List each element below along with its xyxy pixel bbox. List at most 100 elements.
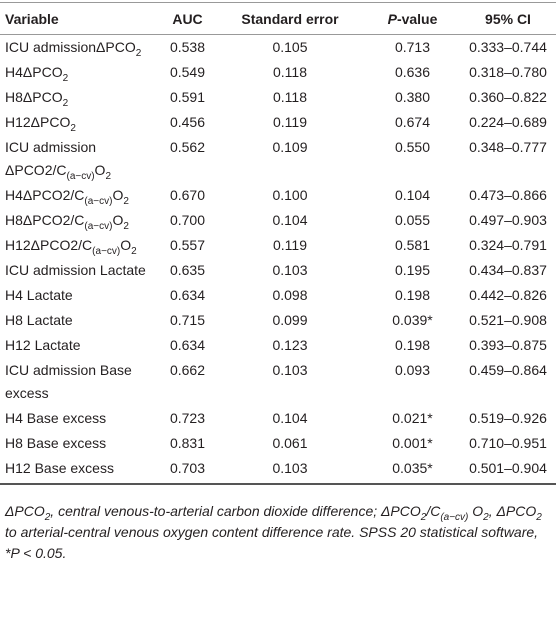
variable-cell: H8ΔPCO2/C(a−cv)O2: [0, 208, 160, 233]
subscript: 2: [420, 511, 427, 523]
value-cell: 0.703: [169, 460, 206, 476]
text: H8ΔPCO: [5, 89, 63, 105]
subscript: (a−cv): [84, 195, 113, 207]
value-cell: 0.549: [169, 64, 206, 80]
subscript: 2: [483, 511, 489, 523]
subscript: 2: [62, 97, 69, 109]
column-header: P-value: [365, 2, 460, 35]
text: H8 Lactate: [5, 312, 73, 328]
text: 95% CI: [485, 10, 531, 27]
italic: P: [387, 10, 397, 27]
value-cell: 0.634: [169, 287, 206, 303]
value-cell: 0.103: [272, 362, 308, 378]
value-cell: 0.662: [169, 362, 206, 378]
results-table: Variable AUC Standard error P-value 95% CI I…: [0, 2, 556, 485]
column-header: 95% CI: [460, 2, 556, 35]
table-row: H12ΔPCO2/C(a−cv)O2 0.557 0.119 0.581 0.324–0…: [0, 233, 556, 258]
value-cell: 0.001*: [392, 435, 433, 451]
value-cell: 0.674: [394, 114, 431, 130]
variable-cell: H8 Base excess: [0, 431, 160, 456]
value-cell: 0.442–0.826: [469, 287, 547, 303]
table-row: H8ΔPCO2/C(a−cv)O2 0.700 0.104 0.055 0.497–0.…: [0, 208, 556, 233]
variable-cell: H4 Lactate: [0, 283, 160, 308]
subscript: 2: [105, 170, 111, 182]
value-cell: 0.104: [272, 212, 308, 228]
table-row: ICU admission Base excess 0.662 0.103 0.093…: [0, 358, 556, 406]
value-cell: 0.055: [394, 212, 431, 228]
table-body: ICU admissionΔPCO2 0.538 0.105 0.713 0.333–0…: [0, 35, 556, 485]
value-cell: 0.670: [169, 187, 206, 203]
value-cell: 0.723: [169, 410, 206, 426]
table-row: H4ΔPCO2 0.549 0.118 0.636 0.318–0.780: [0, 60, 556, 85]
value-cell: 0.348–0.777: [469, 139, 547, 155]
variable-cell: H12 Base excess: [0, 456, 160, 484]
column-header: AUC: [160, 2, 215, 35]
table-row: ICU admission ΔPCO2/C(a−cv)O2 0.562 0.109 0…: [0, 135, 556, 183]
table-row: H12 Lactate 0.634 0.123 0.198 0.393–0.875: [0, 333, 556, 358]
table-row: H4 Lactate 0.634 0.098 0.198 0.442–0.826: [0, 283, 556, 308]
value-cell: 0.035*: [392, 460, 433, 476]
text: ICU admission ΔPCO2/C: [5, 139, 97, 178]
value-cell: 0.473–0.866: [469, 187, 547, 203]
variable-cell: H4 Base excess: [0, 406, 160, 431]
text: H12ΔPCO: [5, 114, 71, 130]
value-cell: 0.098: [272, 287, 308, 303]
value-cell: 0.831: [169, 435, 206, 451]
table-row: H8 Lactate 0.715 0.099 0.039* 0.521–0.908: [0, 308, 556, 333]
value-cell: 0.519–0.926: [469, 410, 547, 426]
value-cell: 0.713: [394, 39, 431, 55]
table-row: H12ΔPCO2 0.456 0.119 0.674 0.224–0.689: [0, 110, 556, 135]
value-cell: 0.434–0.837: [469, 262, 547, 278]
value-cell: 0.093: [394, 362, 431, 378]
subscript: (a−cv): [84, 220, 113, 232]
value-cell: 0.634: [169, 337, 206, 353]
text: ICU admission Base excess: [5, 362, 132, 401]
value-cell: 0.061: [272, 435, 308, 451]
value-cell: 0.456: [169, 114, 206, 130]
variable-cell: H4ΔPCO2: [0, 60, 160, 85]
header-row: Variable AUC Standard error P-value 95% CI: [0, 2, 556, 35]
value-cell: 0.636: [394, 64, 431, 80]
value-cell: 0.195: [394, 262, 431, 278]
text: , central venous-to-arterial carbon diox…: [50, 503, 421, 519]
value-cell: 0.562: [169, 139, 206, 155]
value-cell: 0.104: [394, 187, 431, 203]
variable-cell: H4ΔPCO2/C(a−cv)O2: [0, 183, 160, 208]
variable-cell: ICU admissionΔPCO2: [0, 35, 160, 61]
text: H4ΔPCO2/C: [5, 187, 85, 203]
variable-cell: H8ΔPCO2: [0, 85, 160, 110]
value-cell: 0.521–0.908: [469, 312, 547, 328]
text: H4 Lactate: [5, 287, 73, 303]
value-cell: 0.550: [394, 139, 431, 155]
table-row: H4ΔPCO2/C(a−cv)O2 0.670 0.100 0.104 0.473–0.…: [0, 183, 556, 208]
text: H8 Base excess: [5, 435, 107, 451]
value-cell: 0.324–0.791: [469, 237, 547, 253]
variable-cell: ICU admission Lactate: [0, 258, 160, 283]
variable-cell: H12ΔPCO2: [0, 110, 160, 135]
value-cell: 0.715: [169, 312, 206, 328]
value-cell: 0.123: [272, 337, 308, 353]
value-cell: 0.119: [273, 114, 307, 130]
value-cell: 0.459–0.864: [469, 362, 547, 378]
subscript: (a−cv): [440, 511, 469, 523]
text: H8ΔPCO2/C: [5, 212, 85, 228]
value-cell: 0.198: [394, 337, 431, 353]
subscript: 2: [62, 72, 69, 84]
table-row: H8 Base excess 0.831 0.061 0.001* 0.710–0.95…: [0, 431, 556, 456]
value-cell: 0.333–0.744: [469, 39, 547, 55]
variable-cell: H12ΔPCO2/C(a−cv)O2: [0, 233, 160, 258]
subscript: 2: [123, 220, 129, 232]
subscript: 2: [44, 511, 51, 523]
variable-cell: H12 Lactate: [0, 333, 160, 358]
value-cell: 0.109: [272, 139, 308, 155]
table-header: Variable AUC Standard error P-value 95% CI: [0, 2, 556, 35]
text: H12 Lactate: [5, 337, 81, 353]
subscript: 2: [70, 122, 76, 134]
value-cell: 0.039*: [392, 312, 433, 328]
variable-cell: ICU admission ΔPCO2/C(a−cv)O2: [0, 135, 160, 183]
subscript: 2: [536, 511, 542, 523]
value-cell: 0.119: [273, 237, 307, 253]
value-cell: 0.224–0.689: [469, 114, 547, 130]
text: ICU admission Lactate: [5, 262, 146, 278]
